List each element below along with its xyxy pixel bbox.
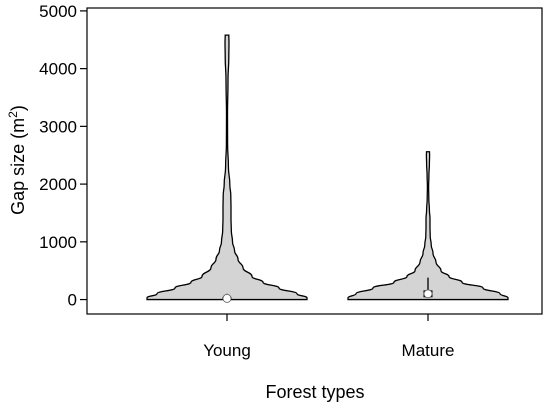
x-tick-label-mature: Mature bbox=[402, 341, 455, 360]
y-axis-title-main: Gap size (m bbox=[8, 118, 28, 215]
y-tick-label-0: 0 bbox=[68, 291, 77, 310]
violin-mature bbox=[347, 151, 509, 301]
y-tick-label-1000: 1000 bbox=[39, 233, 77, 252]
median-marker-young bbox=[222, 294, 232, 303]
y-axis-title-close: ) bbox=[8, 105, 28, 111]
y-tick-label-4000: 4000 bbox=[39, 60, 77, 79]
y-axis-title-superscript: 2 bbox=[6, 111, 20, 118]
median-marker-mature bbox=[423, 289, 433, 299]
x-tick-label-young: Young bbox=[203, 341, 251, 360]
y-tick-label-3000: 3000 bbox=[39, 117, 77, 136]
x-axis-title: Forest types bbox=[265, 382, 364, 402]
violin-young bbox=[146, 34, 308, 301]
x-axis-ticks: Young Mature bbox=[203, 314, 454, 360]
y-axis-title: Gap size (m2) bbox=[6, 105, 28, 215]
y-axis-ticks: 0 1000 2000 3000 4000 5000 bbox=[39, 2, 87, 310]
plot-frame bbox=[86, 7, 543, 315]
y-tick-label-5000: 5000 bbox=[39, 2, 77, 21]
violins bbox=[146, 34, 509, 303]
y-tick-label-2000: 2000 bbox=[39, 175, 77, 194]
